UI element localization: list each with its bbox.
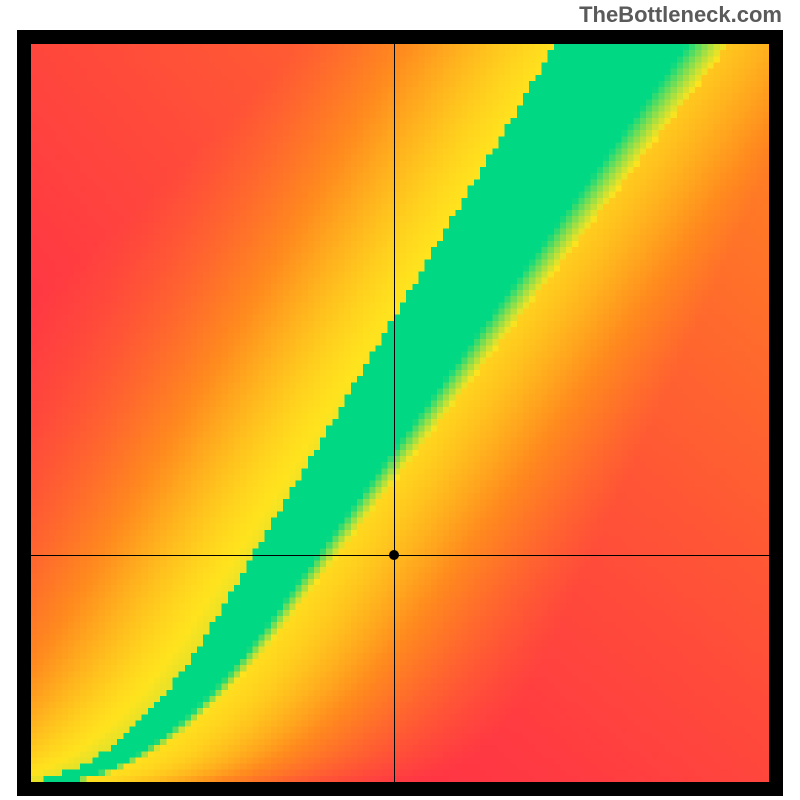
attribution-text: TheBottleneck.com (579, 2, 782, 28)
heatmap-canvas (31, 44, 769, 782)
crosshair-marker (389, 550, 399, 560)
crosshair-horizontal (31, 555, 769, 556)
crosshair-vertical (394, 44, 395, 782)
